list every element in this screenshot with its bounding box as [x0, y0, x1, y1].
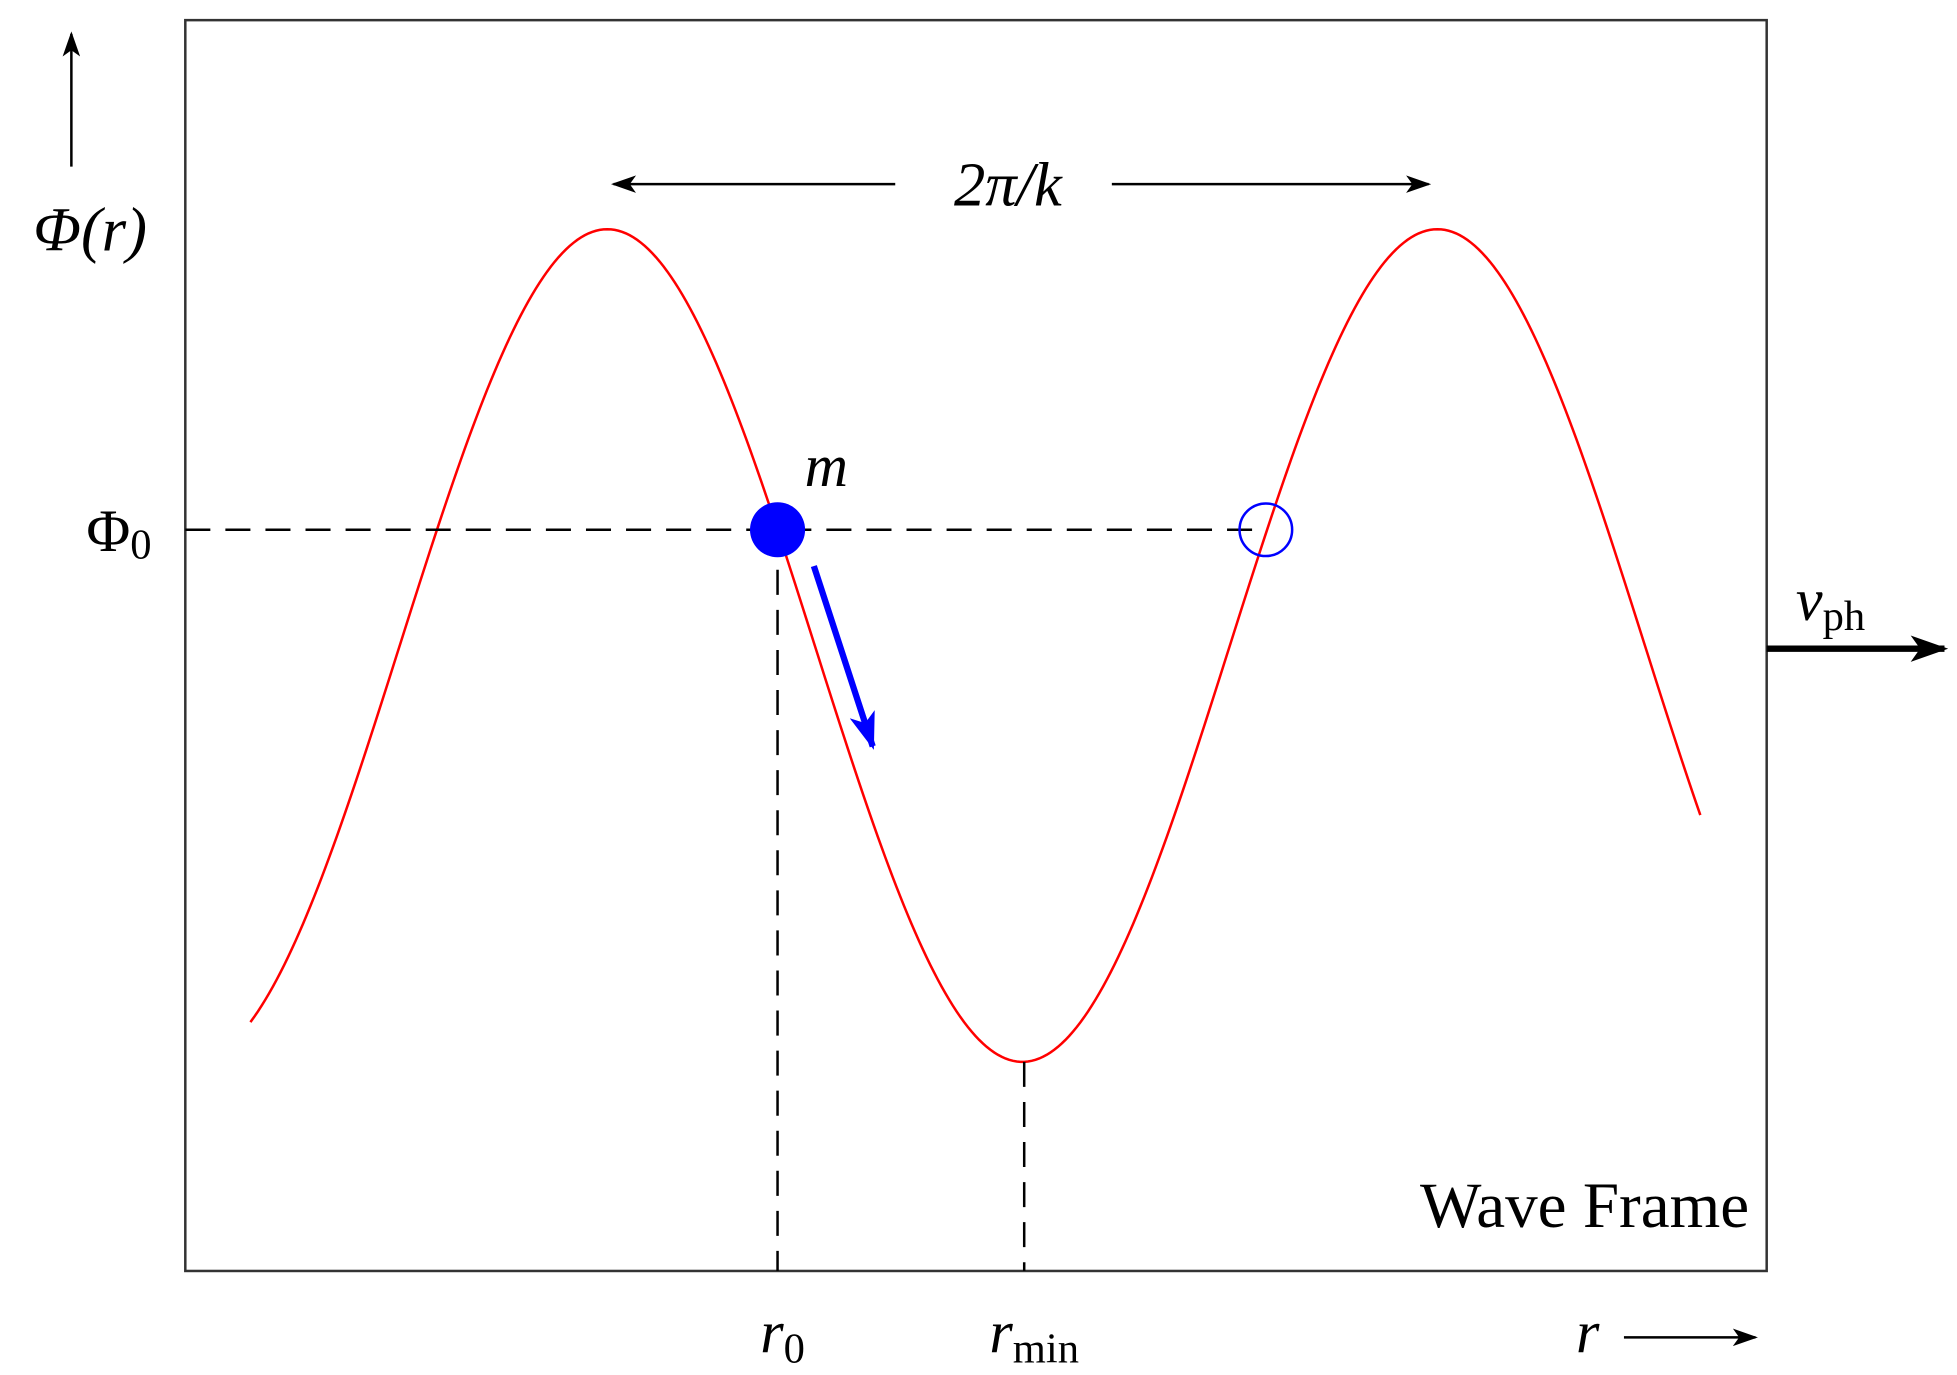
- rmin-label: rmin: [989, 1298, 1079, 1372]
- mass-label: m: [805, 432, 848, 499]
- phi0-subscript: 0: [130, 522, 151, 569]
- x-axis-label: r: [1576, 1298, 1600, 1365]
- r0-subscript: 0: [784, 1325, 805, 1372]
- rmin-subscript: min: [1013, 1325, 1079, 1372]
- vph-label: vph: [1796, 566, 1865, 640]
- vph-symbol: v: [1796, 566, 1823, 633]
- phi0-label: Φ0: [86, 497, 151, 569]
- rmin-symbol: r: [989, 1298, 1013, 1365]
- r0-label: r0: [760, 1298, 805, 1372]
- particle: [749, 502, 806, 558]
- phi0-symbol: Φ: [86, 497, 130, 564]
- velocity-arrow: [810, 565, 876, 750]
- turning-point: [1238, 502, 1294, 558]
- vph-subscript: ph: [1823, 593, 1866, 640]
- wave-curve: [249, 227, 1702, 1064]
- r0-symbol: r: [760, 1298, 784, 1365]
- frame-label: Wave Frame: [1420, 1170, 1749, 1242]
- y-axis-label: Φ(r): [33, 195, 147, 265]
- wavelength-label: 2π/k: [954, 149, 1063, 219]
